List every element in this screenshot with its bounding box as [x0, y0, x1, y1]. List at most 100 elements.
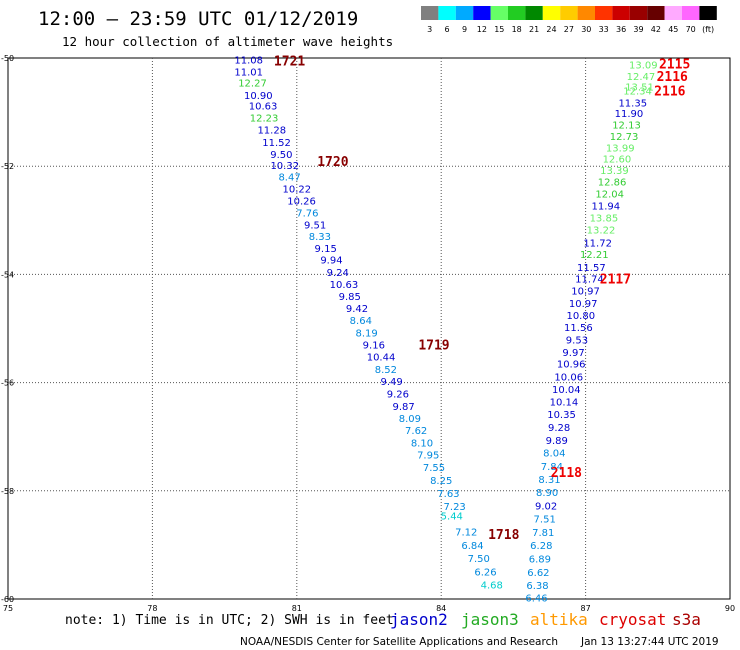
scale-label: (ft) — [702, 25, 714, 34]
scale-swatch — [455, 6, 474, 20]
scale-swatch — [699, 6, 717, 20]
legend-entry-altika: altika — [530, 610, 588, 629]
pass-time-label: 1720 — [317, 155, 348, 170]
wave-height-value: 10.14 — [550, 398, 579, 409]
scale-swatch — [490, 6, 508, 20]
wave-height-value: 4.68 — [481, 580, 503, 591]
wave-height-value: 6.62 — [527, 568, 549, 579]
wave-height-value: 12.86 — [598, 177, 627, 188]
scale-label: 15 — [494, 25, 504, 34]
wave-height-value: 9.94 — [320, 255, 342, 266]
axis-tick-labels: 75 78 81 84 87 90 -50 -52 -54 -56 -58 -60 — [1, 54, 735, 613]
wave-height-value: 10.26 — [287, 196, 316, 207]
wave-height-value: 8.90 — [536, 488, 558, 499]
wave-height-value: 6.89 — [529, 554, 551, 565]
scale-label: 3 — [427, 25, 432, 34]
wave-height-value: 9.85 — [339, 292, 361, 303]
lon-tick-label: 87 — [581, 604, 591, 613]
lon-tick-label: 75 — [3, 604, 13, 613]
wave-height-value: 9.26 — [387, 389, 409, 400]
pass-time-label: 2116 — [657, 70, 688, 85]
wave-height-value: 10.97 — [571, 287, 600, 298]
lat-tick-label: -60 — [1, 595, 14, 604]
wave-height-value: 11.56 — [564, 323, 593, 334]
wave-height-value: 11.01 — [234, 68, 263, 79]
footer-note: note: 1) Time is in UTC; 2) SWH is in fe… — [65, 613, 394, 628]
scale-swatch — [595, 6, 613, 20]
generation-timestamp: Jan 13 13:27:44 UTC 2019 — [580, 636, 719, 648]
scale-label: 36 — [616, 25, 626, 34]
wave-height-value: 12.60 — [603, 155, 632, 166]
pass-time-label: 2117 — [600, 273, 631, 288]
lon-tick-label: 78 — [147, 604, 157, 613]
wave-height-value: 11.52 — [262, 138, 291, 149]
wave-height-value: 12.73 — [610, 132, 639, 143]
wave-height-value: 9.49 — [380, 377, 402, 388]
wave-height-value: 7.95 — [417, 451, 439, 462]
scale-swatch — [473, 6, 491, 20]
wave-height-value: 11.08 — [234, 56, 263, 67]
scale-label: 24 — [546, 25, 556, 34]
wave-height-value: 9.89 — [546, 436, 568, 447]
scale-swatch — [560, 6, 578, 20]
scale-label: 6 — [445, 25, 450, 34]
wave-height-value: 9.28 — [548, 423, 570, 434]
wave-height-value: 9.51 — [304, 221, 326, 232]
scale-label: 45 — [668, 25, 678, 34]
scale-swatch — [542, 6, 561, 20]
wave-height-value: 8.47 — [278, 172, 300, 183]
wave-height-value: 7.50 — [468, 554, 490, 565]
pass-time-label: 1718 — [488, 528, 519, 543]
scale-label: 33 — [599, 25, 609, 34]
wave-height-value: 8.31 — [538, 475, 560, 486]
wave-height-value: 8.19 — [355, 328, 377, 339]
wave-height-value: 7.51 — [534, 514, 556, 525]
pass-time-label: 2115 — [659, 57, 690, 72]
wave-height-value: 13.85 — [590, 214, 619, 225]
wave-height-value: 13.22 — [587, 225, 616, 236]
wave-height-value: 7.81 — [532, 528, 554, 539]
scale-swatch — [612, 6, 630, 20]
pass-time-label: 2116 — [654, 84, 685, 99]
wave-height-value: 10.32 — [270, 161, 299, 172]
wave-height-value: 5.44 — [441, 512, 463, 523]
wave-height-value: 9.42 — [346, 304, 368, 315]
wave-height-value: 13.09 — [629, 60, 658, 71]
wave-height-value: 7.76 — [296, 209, 318, 220]
pass-time-label: 1719 — [418, 339, 449, 354]
figure-subtitle: 12 hour collection of altimeter wave hei… — [62, 34, 393, 49]
lat-tick-label: -52 — [1, 162, 14, 171]
wave-height-value: 8.09 — [399, 414, 421, 425]
scale-label: 12 — [477, 25, 487, 34]
wave-height-value: 12.34 — [623, 86, 652, 97]
wave-height-value: 10.04 — [552, 385, 581, 396]
wave-height-value: 6.46 — [525, 593, 547, 604]
wave-height-value: 9.50 — [270, 150, 292, 161]
wave-height-value: 7.23 — [444, 502, 466, 513]
wave-height-value: 13.39 — [600, 166, 629, 177]
lat-tick-label: -58 — [1, 487, 14, 496]
wave-height-value: 12.27 — [238, 78, 267, 89]
wave-height-value: 10.44 — [367, 353, 396, 364]
wave-height-value: 10.80 — [566, 311, 595, 322]
wave-height-value: 6.38 — [526, 581, 548, 592]
wave-height-value: 11.94 — [591, 202, 620, 213]
scale-swatch — [647, 6, 665, 20]
wave-height-value: 11.35 — [618, 98, 647, 109]
wave-height-value: 7.55 — [423, 463, 445, 474]
scale-label: 70 — [686, 25, 696, 34]
scale-swatch — [508, 6, 526, 20]
wave-height-value: 7.12 — [455, 527, 477, 538]
wave-height-value: 8.25 — [430, 476, 452, 487]
wave-height-values: 11.0811.0112.2710.9010.6312.2311.2811.52… — [234, 56, 657, 605]
scale-swatch — [629, 6, 648, 20]
wave-height-value: 10.22 — [282, 184, 311, 195]
legend-entry-s3a: s3a — [672, 610, 701, 629]
wave-height-value: 8.64 — [350, 316, 372, 327]
scale-swatch — [682, 6, 700, 20]
wave-height-value: 7.63 — [437, 489, 459, 500]
wave-height-value: 11.90 — [615, 109, 644, 120]
lat-tick-label: -50 — [1, 54, 14, 63]
wave-height-value: 9.97 — [562, 348, 584, 359]
